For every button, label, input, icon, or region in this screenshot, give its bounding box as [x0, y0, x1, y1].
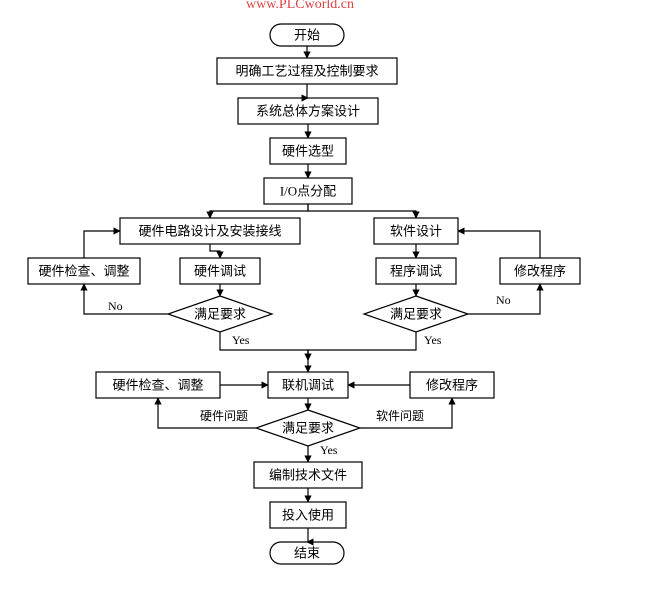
node-label: 投入使用	[282, 508, 334, 523]
node-label: 软件设计	[390, 224, 442, 239]
node-label: 修改程序	[426, 378, 478, 393]
node-label: 编制技术文件	[269, 468, 347, 483]
edge	[308, 204, 416, 218]
node-label: I/O点分配	[280, 184, 336, 199]
node-sw_modify: 修改程序	[500, 258, 580, 284]
edge-label: Yes	[424, 333, 442, 347]
node-joint_dec: 满足要求	[256, 410, 360, 446]
node-label: 硬件选型	[282, 144, 334, 159]
node-label: 硬件检查、调整	[38, 264, 129, 279]
node-label: 程序调试	[390, 264, 442, 279]
node-label: 满足要求	[390, 307, 442, 322]
edge-label: Yes	[320, 443, 338, 457]
node-label: 满足要求	[194, 307, 246, 322]
edge	[307, 84, 308, 98]
node-n1: 明确工艺过程及控制要求	[217, 58, 397, 84]
node-sw_debug: 程序调试	[376, 258, 456, 284]
node-label: 修改程序	[514, 264, 566, 279]
node-label: 满足要求	[282, 421, 334, 436]
node-docs: 编制技术文件	[254, 462, 362, 488]
node-hw_adjust: 硬件检查、调整	[28, 258, 140, 284]
node-end: 结束	[270, 542, 344, 564]
edge	[307, 528, 308, 542]
node-label: 结束	[294, 546, 320, 561]
edge-label: Yes	[232, 333, 250, 347]
node-n4: I/O点分配	[264, 178, 352, 204]
node-hw_adjust2: 硬件检查、调整	[96, 372, 220, 398]
node-joint_debug: 联机调试	[268, 372, 348, 398]
node-n2: 系统总体方案设计	[238, 98, 378, 124]
edge	[210, 244, 220, 258]
watermark: www.PLCworld.cn	[246, 0, 354, 12]
edge	[84, 231, 120, 258]
node-n3: 硬件选型	[270, 138, 346, 164]
node-start: 开始	[270, 24, 344, 46]
flowchart: www.PLCworld.cn 开始明确工艺过程及控制要求系统总体方案设计硬件选型…	[0, 0, 653, 609]
node-hw_debug: 硬件调试	[180, 258, 260, 284]
edge-label: No	[108, 299, 123, 313]
node-label: 硬件调试	[194, 264, 246, 279]
edge	[84, 284, 168, 314]
edge	[308, 332, 416, 360]
node-label: 开始	[294, 28, 320, 43]
node-label: 硬件检查、调整	[112, 378, 203, 393]
edge-label: 软件问题	[376, 409, 424, 423]
node-deploy: 投入使用	[270, 502, 346, 528]
node-label: 联机调试	[282, 378, 334, 393]
node-sw_modify2: 修改程序	[410, 372, 494, 398]
edge	[210, 204, 308, 218]
edge-label: 硬件问题	[200, 409, 248, 423]
node-label: 硬件电路设计及安装接线	[138, 224, 281, 239]
node-hw_design: 硬件电路设计及安装接线	[120, 218, 300, 244]
node-sw_design: 软件设计	[374, 218, 458, 244]
node-label: 明确工艺过程及控制要求	[235, 64, 378, 79]
edge	[458, 231, 540, 258]
node-sw_dec: 满足要求	[364, 296, 468, 332]
node-hw_dec: 满足要求	[168, 296, 272, 332]
edge-label: No	[496, 293, 511, 307]
node-label: 系统总体方案设计	[256, 104, 360, 119]
